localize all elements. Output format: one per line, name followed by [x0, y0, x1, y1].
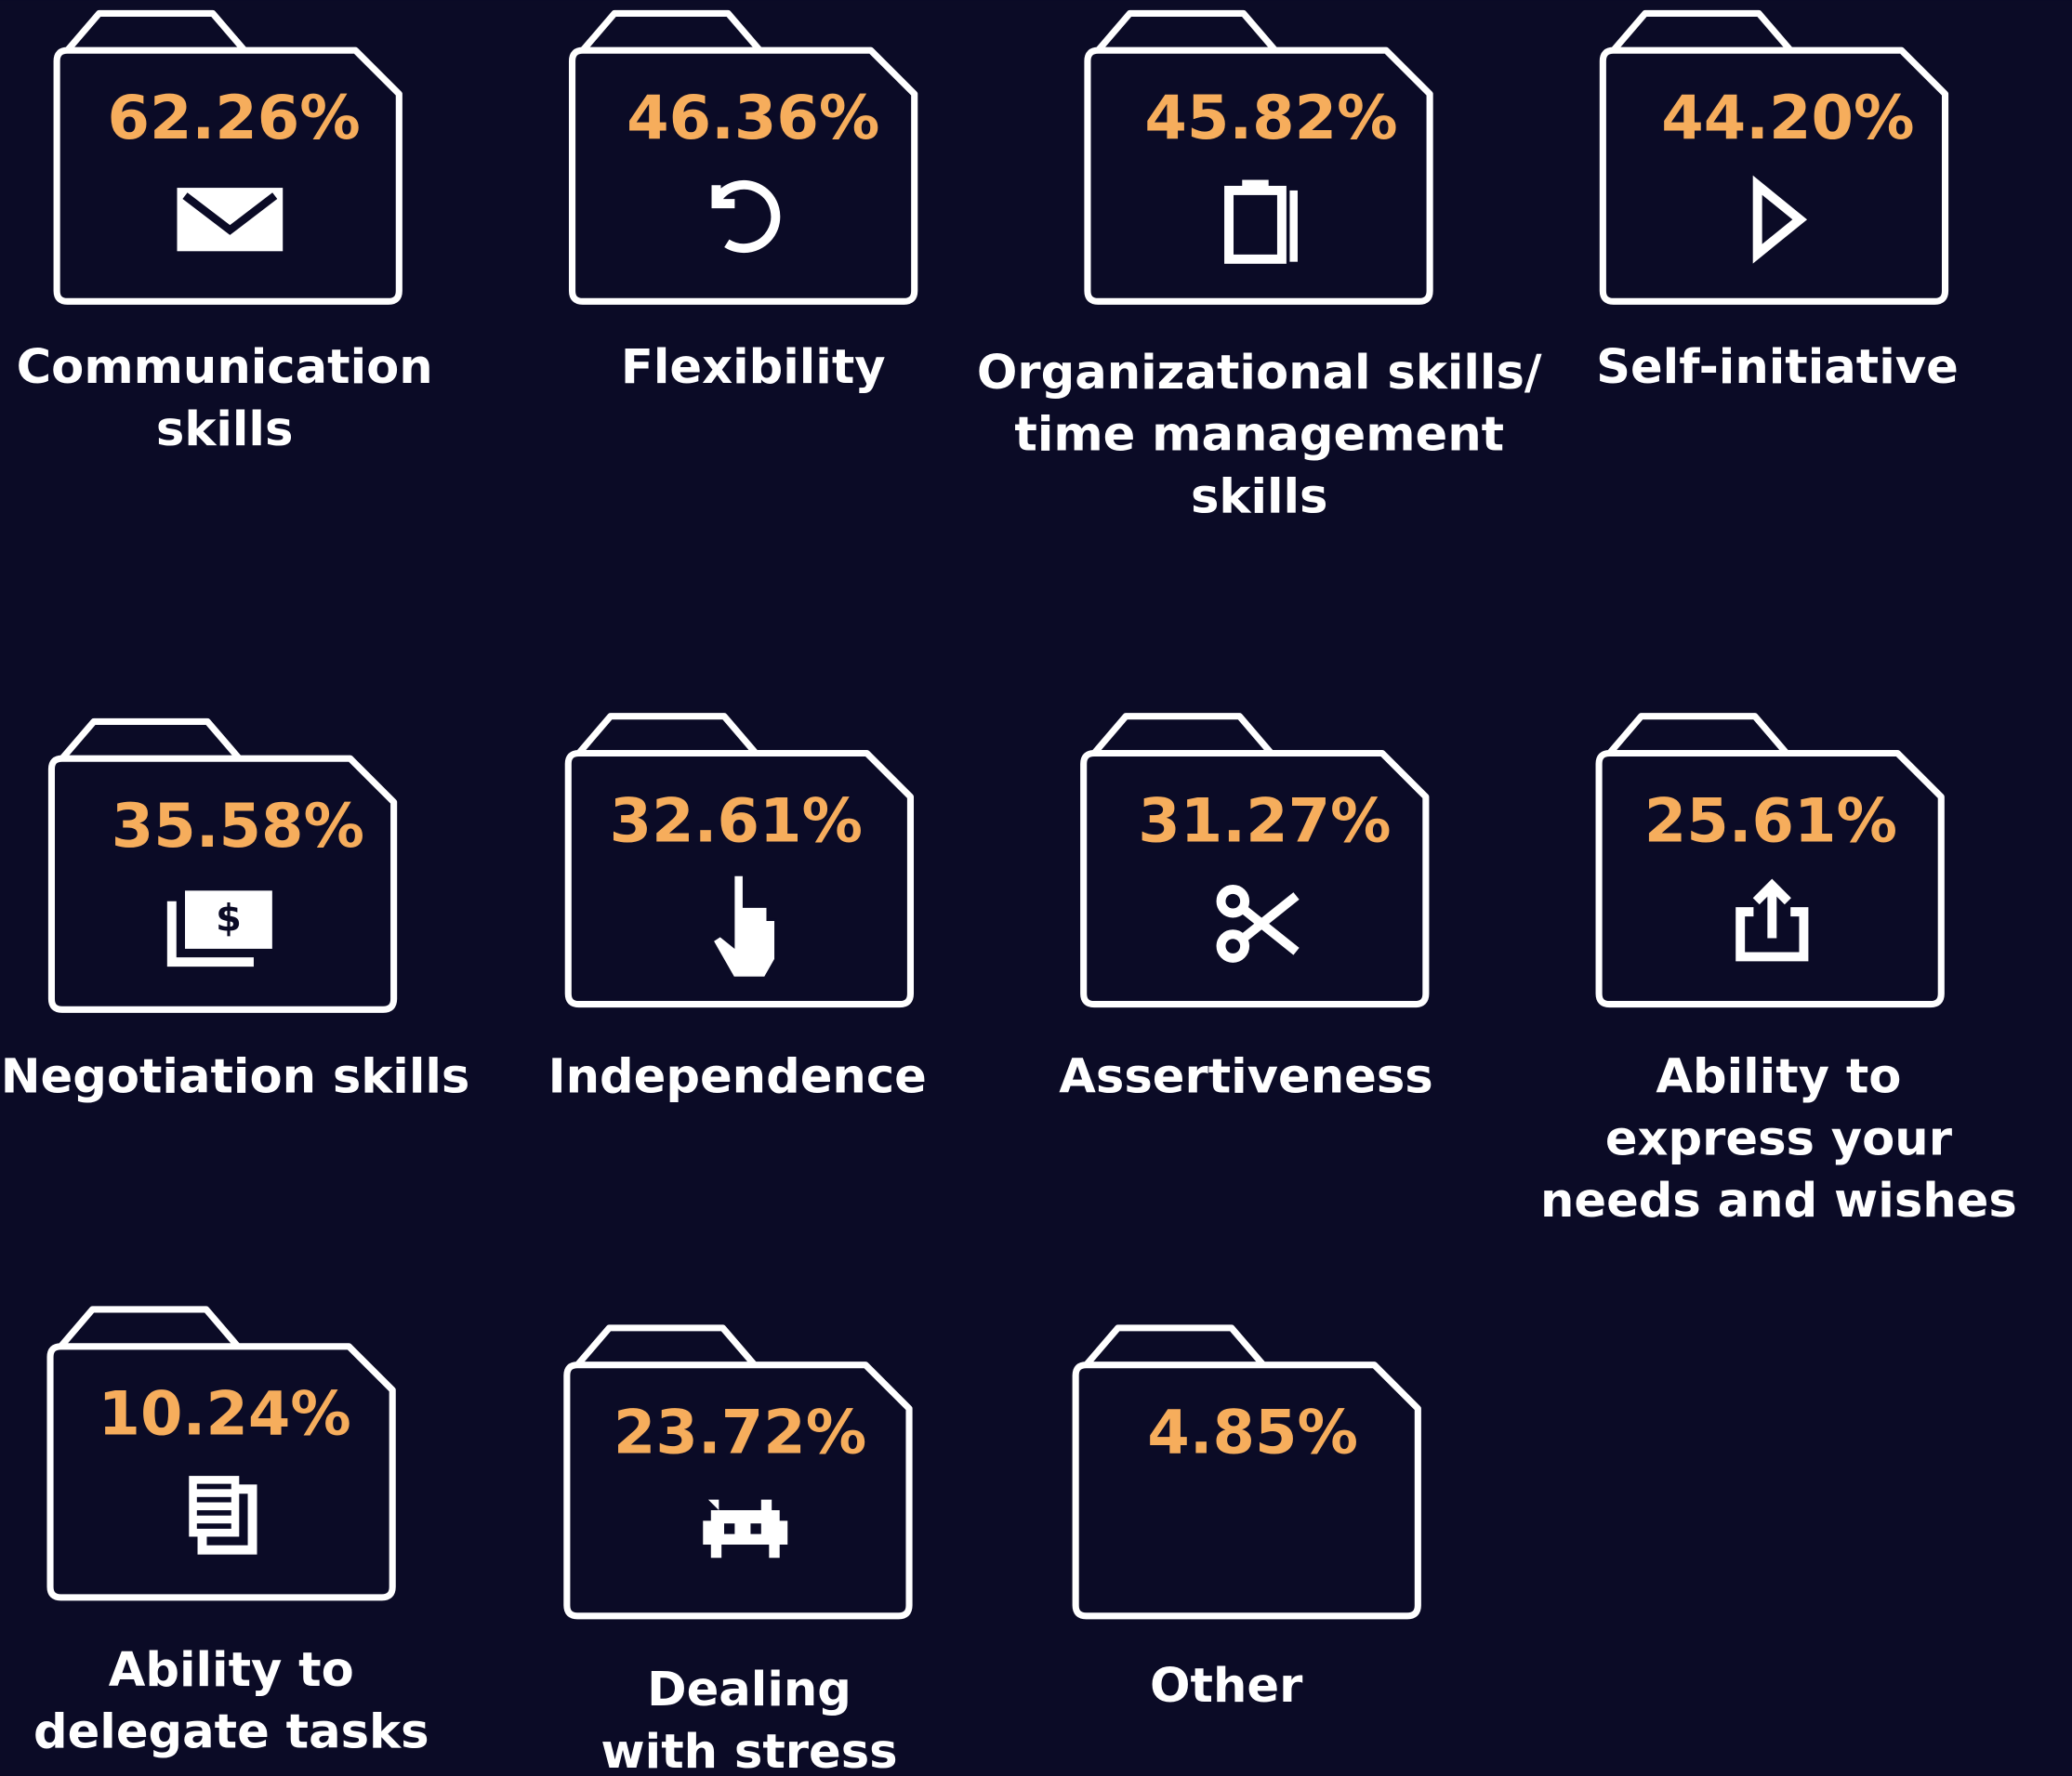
tile: 62.26% Communication skills	[17, 9, 433, 457]
tile: 32.61% Independence	[548, 713, 927, 1105]
label: Negotiation skills	[1, 1050, 470, 1105]
folder	[1080, 749, 1430, 1008]
label: delegate tasks	[33, 1705, 429, 1760]
label: Organizational skills/	[977, 346, 1542, 401]
tile: 46.36% Flexibility	[568, 9, 918, 395]
icon-part	[196, 1510, 231, 1516]
icon-part	[710, 873, 777, 980]
label: skills	[156, 402, 294, 457]
label: Ability to	[1656, 1050, 1901, 1105]
icon-part	[182, 192, 278, 235]
percentage: 23.72%	[614, 1398, 866, 1468]
tile: 25.61% Ability to express your needs and wi…	[1540, 713, 2017, 1229]
icon-part: $	[216, 898, 242, 941]
folder	[58, 1306, 241, 1349]
percentage: 10.24%	[99, 1379, 351, 1450]
label: Independence	[548, 1050, 927, 1105]
percentage: 25.61%	[1644, 785, 1897, 856]
folder	[568, 46, 918, 305]
label: Self-initiative	[1596, 340, 1959, 395]
tile: 35.58% $ Negotiation skills	[1, 717, 470, 1105]
percentage: 31.27%	[1138, 785, 1391, 856]
percentage: 32.61%	[610, 785, 863, 856]
percentage: 4.85%	[1147, 1398, 1358, 1468]
percentage: 45.82%	[1144, 83, 1397, 153]
label: skills	[1191, 470, 1328, 525]
folder	[64, 9, 247, 53]
folder	[575, 713, 759, 756]
folder	[574, 1324, 758, 1367]
icon-part	[185, 890, 272, 949]
tile: 44.20% Self-initiative	[1596, 9, 1959, 395]
folder	[1606, 713, 1789, 756]
folder	[59, 717, 242, 761]
label: express your	[1605, 1112, 1953, 1166]
label: Ability to	[109, 1643, 354, 1698]
folder	[1599, 46, 1949, 305]
icon-part	[1242, 179, 1269, 193]
folder	[46, 1343, 396, 1601]
percentage: 46.36%	[627, 83, 879, 153]
folder	[564, 749, 915, 1008]
folder	[1611, 9, 1793, 53]
label: needs and wishes	[1540, 1174, 2017, 1229]
folder	[1083, 1324, 1266, 1367]
icon-part	[703, 1499, 788, 1559]
tile: 45.82% Organizational skills/time managem…	[977, 9, 1542, 525]
folder	[53, 46, 403, 305]
icon-part	[1216, 884, 1250, 918]
folder	[580, 9, 763, 53]
label: Other	[1150, 1659, 1303, 1714]
label: time management	[1014, 408, 1504, 463]
icon-part	[196, 1483, 231, 1490]
percentage: 62.26%	[107, 83, 360, 153]
label: Dealing	[647, 1663, 851, 1717]
folder	[563, 1362, 913, 1620]
percentage: 35.58%	[112, 791, 364, 862]
tile: 10.24% Ability to delegate tasks	[33, 1306, 429, 1760]
icon-part	[711, 180, 781, 254]
icon-part	[1289, 190, 1298, 262]
folder	[1095, 9, 1278, 53]
folder	[47, 755, 398, 1013]
icon-part	[1735, 878, 1809, 962]
folder	[1072, 1362, 1421, 1620]
label: Communication	[17, 340, 433, 395]
tile: 4.85% Other	[1072, 1324, 1421, 1714]
icon-part	[1240, 892, 1300, 955]
label: Assertiveness	[1059, 1050, 1432, 1105]
label: Flexibility	[621, 340, 886, 395]
icon-part	[1216, 929, 1250, 963]
label: with stress	[600, 1725, 897, 1776]
icon-part	[1752, 175, 1808, 264]
icon-part	[196, 1496, 231, 1503]
icon-part	[166, 901, 254, 967]
folder	[1084, 46, 1433, 305]
percentage: 44.20%	[1661, 83, 1914, 153]
tile: 31.27% Assertiveness	[1059, 713, 1433, 1105]
folder	[1595, 749, 1945, 1008]
icon-part	[196, 1523, 231, 1529]
folder	[1091, 713, 1274, 756]
tile: 23.72% Dealing with stress	[563, 1324, 913, 1776]
